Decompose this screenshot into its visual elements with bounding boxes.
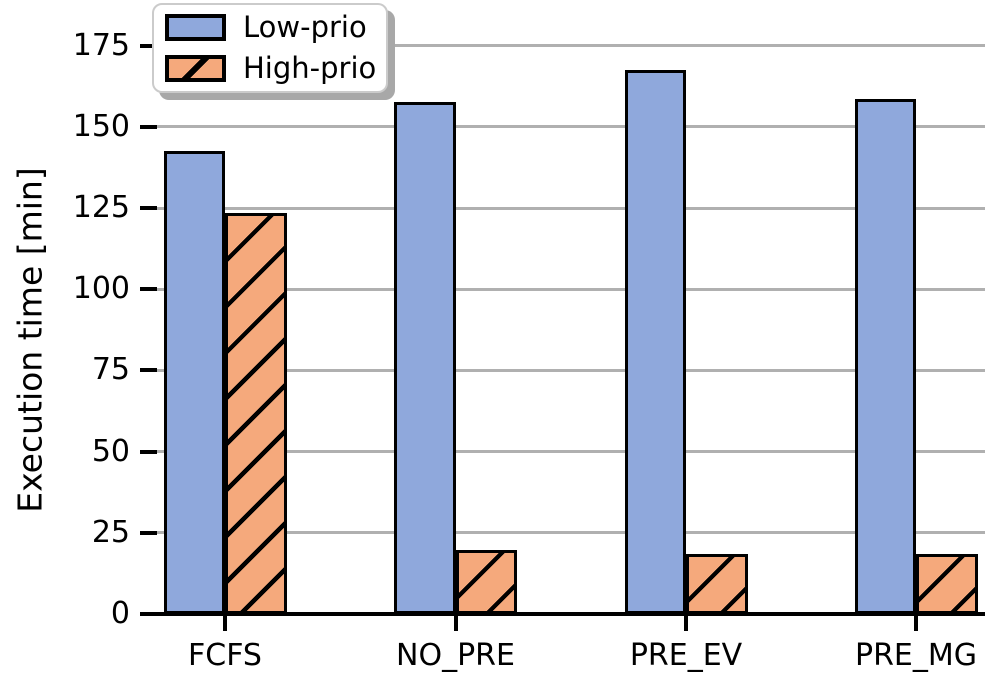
y-tick-75 (140, 368, 157, 373)
y-tick-label-175: 175 (72, 27, 130, 63)
y-tick-label-0: 0 (110, 596, 130, 631)
x-tick-fcfs (223, 614, 227, 631)
legend-item-low-prio: Low-prio (165, 13, 386, 42)
x-axis-spine (140, 612, 985, 616)
bar-high-prio-fcfs (225, 212, 287, 614)
bar-high-prio-pre_mg (916, 553, 978, 614)
y-tick-label-100: 100 (72, 271, 130, 307)
x-tick-label-no_pre: NO_PRE (396, 638, 515, 673)
bar-low-prio-fcfs (163, 150, 225, 614)
gridline-y-150 (157, 125, 985, 129)
legend-swatch-low-prio (165, 14, 226, 41)
x-tick-pre_mg (914, 614, 918, 631)
legend-swatch-high-prio (165, 55, 226, 82)
y-tick-label-75: 75 (91, 352, 130, 388)
y-tick-label-25: 25 (91, 514, 130, 550)
bar-high-prio-pre_ev (686, 553, 748, 614)
x-tick-pre_ev (684, 614, 688, 631)
gridline-y-75 (157, 368, 985, 372)
gridline-y-50 (157, 450, 985, 454)
plot-area (157, 0, 985, 614)
y-tick-0 (140, 612, 157, 616)
y-tick-label-125: 125 (72, 190, 130, 226)
bar-high-prio-no_pre (455, 550, 517, 614)
y-tick-25 (140, 530, 157, 535)
legend-item-high-prio: High-prio (165, 54, 386, 83)
gridline-y-175 (157, 44, 985, 48)
y-tick-label-150: 150 (72, 108, 130, 144)
x-tick-label-fcfs: FCFS (188, 638, 262, 673)
x-tick-no_pre (453, 614, 458, 631)
x-tick-label-pre_ev: PRE_EV (629, 638, 743, 673)
gridline-y-100 (157, 287, 985, 291)
bar-low-prio-pre_ev (624, 69, 686, 614)
y-tick-50 (140, 449, 157, 454)
gridline-y-125 (157, 206, 985, 210)
y-tick-label-50: 50 (91, 433, 130, 469)
legend: Low-prio High-prio (152, 3, 388, 93)
y-tick-175 (140, 43, 157, 48)
y-tick-100 (140, 287, 157, 292)
gridline-y-25 (157, 531, 985, 535)
y-tick-150 (140, 124, 157, 129)
bar-low-prio-no_pre (394, 102, 456, 614)
x-tick-label-pre_mg: PRE_MG (854, 638, 978, 673)
legend-label-low-prio: Low-prio (243, 10, 367, 44)
y-tick-125 (140, 206, 157, 211)
legend-label-high-prio: High-prio (243, 51, 377, 85)
bar-low-prio-pre_mg (854, 99, 916, 614)
